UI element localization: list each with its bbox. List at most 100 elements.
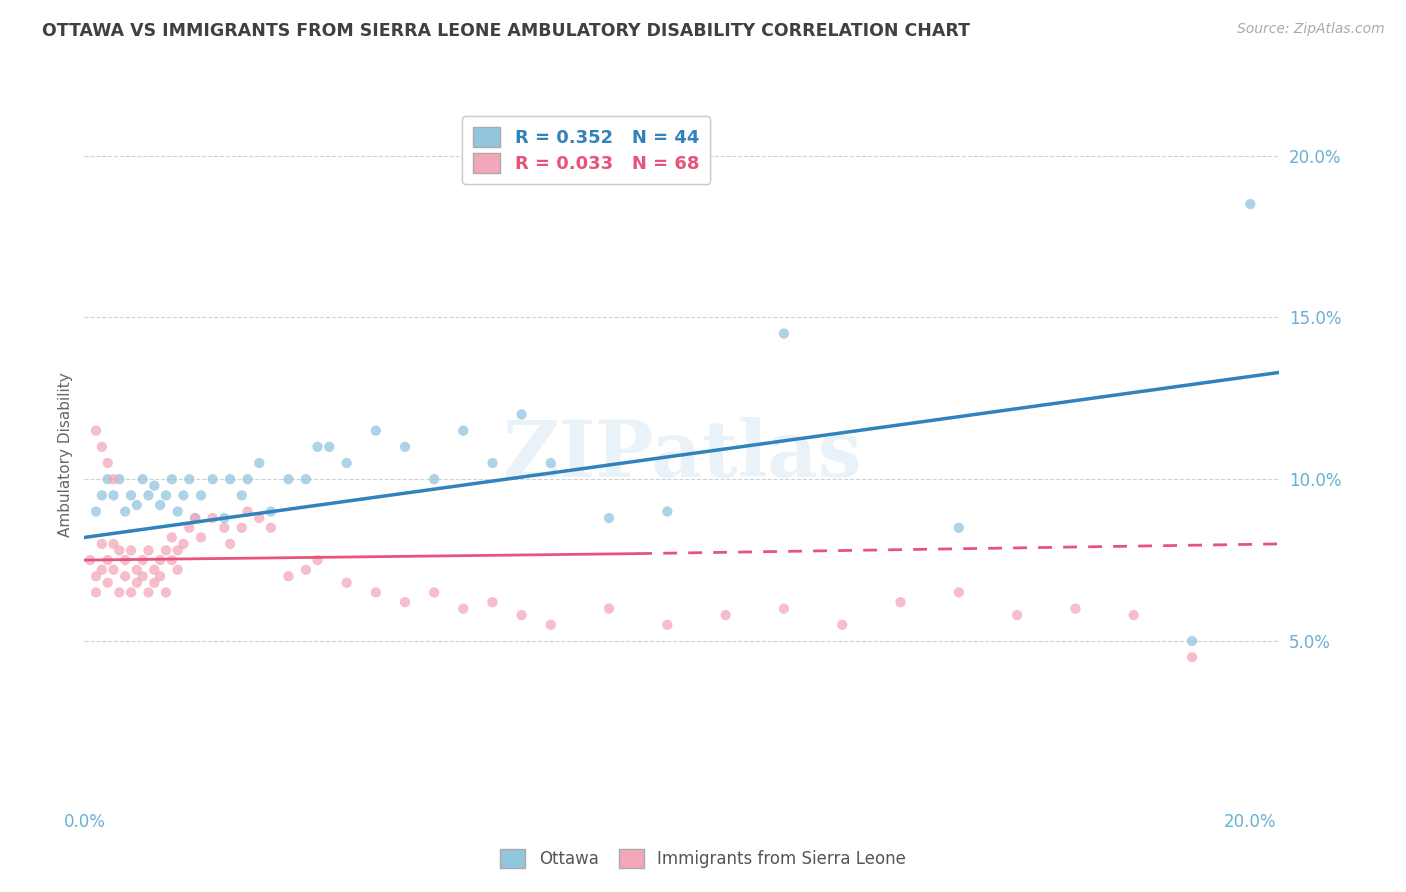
Point [108, 543, 131, 558]
Point [90, 440, 112, 454]
Point [90, 488, 112, 502]
Text: Source: ZipAtlas.com: Source: ZipAtlas.com [1237, 22, 1385, 37]
Point [131, 553, 153, 567]
Point [773, 326, 796, 341]
Point [97, 456, 120, 470]
Point [84, 569, 107, 583]
Point [120, 543, 142, 558]
Point [166, 563, 188, 577]
Point [149, 569, 172, 583]
Point [481, 595, 503, 609]
Point [138, 585, 160, 599]
Point [277, 569, 299, 583]
Point [149, 498, 172, 512]
Point [364, 424, 387, 438]
Point [108, 472, 131, 486]
Point [125, 498, 148, 512]
Legend: Ottawa, Immigrants from Sierra Leone: Ottawa, Immigrants from Sierra Leone [494, 843, 912, 875]
Point [364, 585, 387, 599]
Point [155, 543, 177, 558]
Point [138, 488, 160, 502]
Point [481, 456, 503, 470]
Point [160, 531, 183, 545]
Point [120, 585, 142, 599]
Point [714, 608, 737, 623]
Point [598, 601, 620, 615]
Point [423, 585, 446, 599]
Point [143, 575, 166, 590]
Point [510, 408, 533, 422]
Point [295, 472, 318, 486]
Point [236, 504, 259, 518]
Point [103, 563, 125, 577]
Point [214, 521, 236, 535]
Point [295, 563, 318, 577]
Point [336, 456, 359, 470]
Point [103, 472, 125, 486]
Point [166, 543, 188, 558]
Point [510, 608, 533, 623]
Point [1005, 608, 1028, 623]
Point [138, 543, 160, 558]
Point [120, 488, 142, 502]
Point [219, 537, 242, 551]
Point [160, 553, 183, 567]
Point [114, 553, 136, 567]
Point [125, 563, 148, 577]
Point [143, 478, 166, 492]
Point [201, 472, 224, 486]
Point [423, 472, 446, 486]
Point [260, 504, 283, 518]
Point [1064, 601, 1087, 615]
Point [84, 504, 107, 518]
Point [149, 553, 172, 567]
Point [131, 569, 153, 583]
Point [155, 488, 177, 502]
Point [657, 617, 679, 632]
Point [143, 563, 166, 577]
Text: OTTAWA VS IMMIGRANTS FROM SIERRA LEONE AMBULATORY DISABILITY CORRELATION CHART: OTTAWA VS IMMIGRANTS FROM SIERRA LEONE A… [42, 22, 970, 40]
Point [166, 504, 188, 518]
Point [79, 553, 101, 567]
Point [318, 440, 340, 454]
Point [231, 488, 253, 502]
Point [108, 585, 131, 599]
Point [231, 521, 253, 535]
Point [219, 472, 242, 486]
Point [172, 537, 194, 551]
Point [1239, 197, 1261, 211]
Point [201, 511, 224, 525]
Point [214, 511, 236, 525]
Point [948, 521, 970, 535]
Legend: R = 0.352   N = 44, R = 0.033   N = 68: R = 0.352 N = 44, R = 0.033 N = 68 [463, 116, 710, 184]
Point [831, 617, 853, 632]
Point [97, 553, 120, 567]
Point [97, 575, 120, 590]
Point [90, 537, 112, 551]
Point [453, 601, 475, 615]
Point [84, 585, 107, 599]
Point [131, 472, 153, 486]
Point [277, 472, 299, 486]
Y-axis label: Ambulatory Disability: Ambulatory Disability [58, 373, 73, 537]
Point [889, 595, 911, 609]
Point [598, 511, 620, 525]
Point [114, 504, 136, 518]
Point [190, 531, 212, 545]
Point [103, 537, 125, 551]
Point [307, 553, 329, 567]
Point [394, 440, 416, 454]
Point [236, 472, 259, 486]
Point [1122, 608, 1144, 623]
Point [948, 585, 970, 599]
Point [114, 569, 136, 583]
Point [179, 472, 201, 486]
Point [184, 511, 207, 525]
Point [1181, 650, 1204, 665]
Point [540, 617, 562, 632]
Point [260, 521, 283, 535]
Point [103, 488, 125, 502]
Point [336, 575, 359, 590]
Point [155, 585, 177, 599]
Point [84, 424, 107, 438]
